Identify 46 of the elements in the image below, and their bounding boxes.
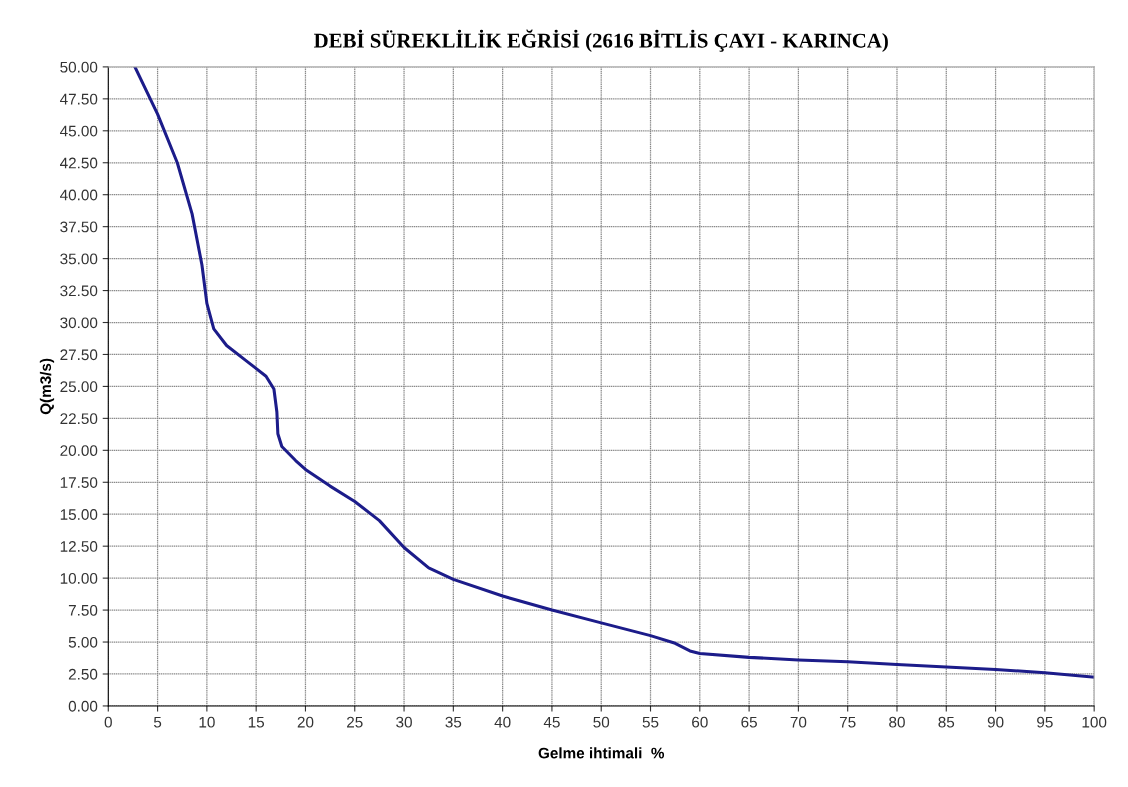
x-tick-label: 60 [692, 716, 708, 728]
x-tick-label: 15 [248, 716, 265, 728]
y-axis-title: Q(m3/s) [39, 358, 55, 415]
y-tick-label: 17.50 [60, 477, 98, 488]
y-tick-label: 15.00 [60, 509, 98, 520]
y-tick-label: 2.50 [68, 668, 98, 680]
y-tick-label: 32.50 [60, 285, 98, 297]
x-tick-label: 100 [1082, 716, 1107, 728]
x-tick-label: 70 [790, 716, 807, 728]
x-axis-title: Gelme ihtimali % [538, 747, 665, 759]
y-tick-label: 40.00 [59, 189, 98, 201]
y-tick-label: 50.00 [60, 61, 98, 73]
y-tick-label: 10.00 [60, 573, 98, 584]
y-tick-label: 37.50 [60, 221, 98, 233]
x-tick-label: 35 [445, 716, 462, 728]
chart-title: DEBİ SÜREKLİLİK EĞRİSİ (2616 BİTLİS ÇAYI - KARINCA) [313, 29, 888, 52]
y-tick-label: 25.00 [60, 381, 98, 393]
y-tick-label: 12.50 [60, 541, 98, 552]
y-tick-label: 20.00 [60, 445, 98, 457]
x-tick-label: 80 [889, 716, 905, 728]
x-tick-label: 90 [987, 716, 1004, 728]
x-tick-label: 5 [153, 716, 162, 728]
x-tick-label: 30 [396, 716, 412, 728]
x-tick-label: 65 [741, 716, 757, 728]
x-tick-label: 50 [593, 716, 610, 728]
y-tick-label: 45.00 [59, 125, 98, 137]
y-tick-label: 30.00 [60, 317, 98, 329]
y-tick-label: 47.50 [59, 93, 98, 105]
x-tick-label: 85 [938, 716, 955, 728]
x-tick-label: 45 [543, 716, 560, 728]
y-tick-label: 42.50 [59, 157, 98, 169]
x-tick-label: 40 [494, 716, 511, 728]
y-tick-label: 0.00 [68, 700, 98, 712]
line-series [133, 66, 1095, 679]
x-tick-label: 55 [642, 716, 659, 728]
x-tick-label: 0 [104, 716, 112, 728]
y-tick-label: 7.50 [68, 604, 98, 616]
x-tick-label: 95 [1037, 716, 1053, 728]
x-tick-label: 20 [297, 716, 314, 728]
y-tick-label: 35.00 [60, 253, 98, 265]
x-tick-label: 10 [199, 716, 215, 728]
x-tick-label: 75 [839, 716, 856, 728]
y-tick-label: 5.00 [68, 636, 98, 648]
x-tick-label: 25 [347, 716, 363, 728]
y-tick-label: 27.50 [60, 349, 98, 361]
y-tick-label: 22.50 [60, 413, 98, 425]
